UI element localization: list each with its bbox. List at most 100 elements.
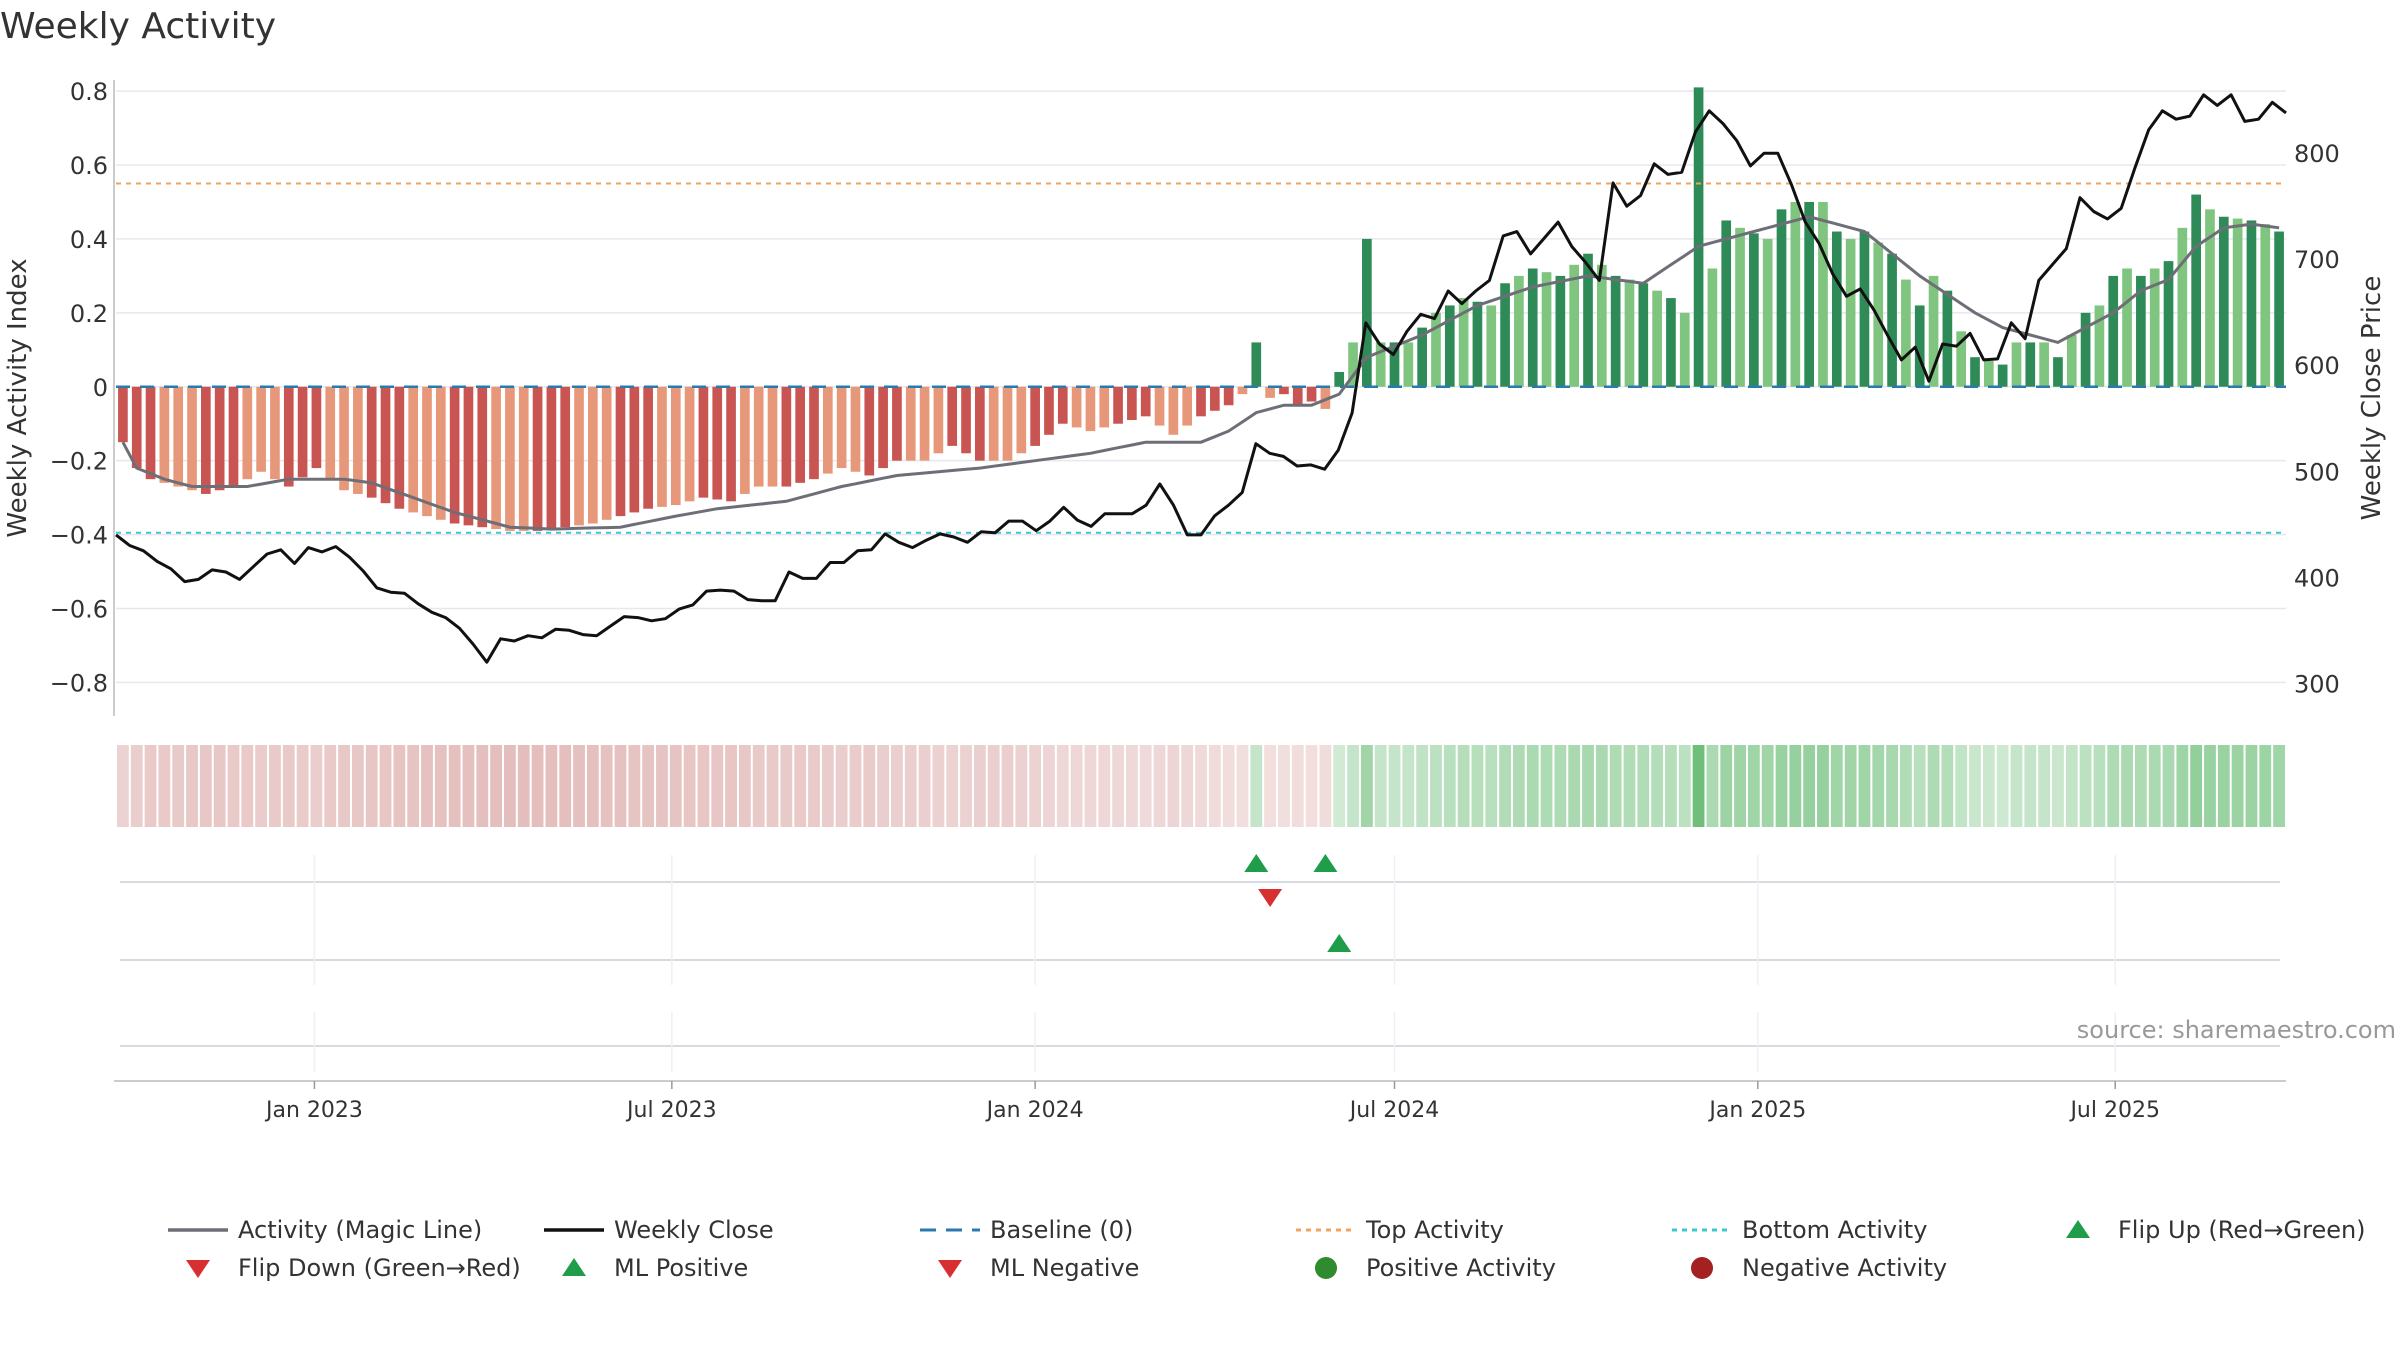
strip-cell bbox=[2052, 745, 2064, 827]
activity-bar bbox=[698, 386, 709, 498]
strip-cell bbox=[1333, 745, 1346, 827]
triangle-down-icon bbox=[186, 1260, 210, 1278]
strip-cell bbox=[1706, 745, 1719, 827]
strip-cell bbox=[932, 745, 945, 827]
strip-cell bbox=[421, 745, 433, 827]
strip-cell bbox=[1595, 745, 1608, 827]
activity-bar bbox=[449, 386, 460, 524]
strip-cell bbox=[1195, 745, 1207, 827]
activity-bar bbox=[2218, 216, 2229, 387]
activity-bar bbox=[2232, 218, 2243, 387]
activity-bar bbox=[1749, 233, 1759, 387]
activity-bar bbox=[1044, 386, 1054, 435]
activity-bar bbox=[1790, 201, 1801, 387]
activity-bar bbox=[2080, 312, 2091, 387]
activity-bar bbox=[1983, 360, 1994, 387]
strip-cell bbox=[2190, 745, 2203, 827]
activity-bar bbox=[353, 386, 363, 494]
strip-cell bbox=[172, 745, 185, 827]
activity-bar bbox=[1583, 253, 1593, 387]
strip-cell bbox=[1623, 745, 1636, 827]
y-right-tick-label: 300 bbox=[2294, 670, 2340, 698]
activity-bar bbox=[1292, 386, 1303, 406]
activity-bar bbox=[491, 386, 501, 530]
strip-cell bbox=[683, 745, 696, 827]
activity-bar bbox=[1500, 283, 1510, 387]
strip-cell bbox=[1678, 745, 1691, 827]
y-left-tick-label: −0.6 bbox=[50, 596, 108, 624]
x-tick-label: Jul 2023 bbox=[625, 1098, 717, 1123]
strip-cell bbox=[2217, 745, 2230, 827]
legend-label: Flip Down (Green→Red) bbox=[238, 1254, 521, 1282]
activity-bar bbox=[2149, 268, 2160, 387]
activity-bar bbox=[394, 386, 405, 509]
activity-bar bbox=[1804, 201, 1814, 387]
flip-up-marker bbox=[1244, 854, 1269, 872]
legend-label: Activity (Magic Line) bbox=[238, 1216, 482, 1244]
strip-cell bbox=[1208, 745, 1221, 827]
strip-cell bbox=[821, 745, 834, 827]
activity-bar bbox=[850, 386, 861, 472]
magic-line bbox=[121, 215, 2280, 531]
strip-cell bbox=[752, 745, 765, 827]
activity-bar bbox=[892, 386, 902, 461]
strip-cell bbox=[1153, 745, 1166, 827]
strip-cell bbox=[656, 745, 668, 827]
activity-bar bbox=[2066, 335, 2077, 387]
bars-layer bbox=[118, 87, 2284, 531]
strip-cell bbox=[1278, 745, 1290, 827]
legend-item: Weekly Close bbox=[544, 1216, 774, 1244]
activity-bar bbox=[1735, 227, 1745, 387]
legend-item: ML Negative bbox=[938, 1254, 1139, 1282]
strip-cell bbox=[1665, 745, 1677, 827]
legend-label: Weekly Close bbox=[614, 1216, 774, 1244]
activity-bar bbox=[1472, 301, 1483, 387]
activity-bar bbox=[1762, 238, 1773, 387]
strip-cell bbox=[1886, 745, 1898, 827]
strip-cell bbox=[1761, 745, 1774, 827]
activity-bar bbox=[201, 386, 211, 494]
activity-bar bbox=[1417, 327, 1427, 387]
activity-bar bbox=[1320, 386, 1331, 409]
strip-cell bbox=[1789, 745, 1802, 827]
activity-bar bbox=[1887, 253, 1897, 387]
strip-cell bbox=[1112, 745, 1124, 827]
activity-bar bbox=[601, 386, 612, 520]
activity-bar bbox=[1831, 231, 1842, 387]
strip-cell bbox=[586, 745, 599, 827]
activity-bar bbox=[1970, 357, 1980, 387]
activity-bar bbox=[988, 386, 999, 461]
activity-bar bbox=[975, 386, 985, 461]
strip-cell bbox=[1858, 745, 1871, 827]
strip-cell bbox=[1775, 745, 1788, 827]
strip-cell bbox=[1734, 745, 1746, 827]
source-label: source: sharemaestro.com bbox=[2077, 1016, 2396, 1044]
flip-up-marker bbox=[1313, 854, 1338, 872]
legend: Activity (Magic Line) Weekly Close Baselin… bbox=[168, 1216, 2366, 1282]
strip-cell bbox=[2010, 745, 2023, 827]
strip-cell bbox=[1222, 745, 1235, 827]
activity-bar bbox=[809, 386, 819, 480]
activity-bar bbox=[2163, 261, 2174, 387]
activity-bar bbox=[422, 386, 432, 517]
strip-cell bbox=[877, 745, 890, 827]
y-left-tick-label: −0.4 bbox=[50, 522, 108, 550]
strip-cell bbox=[117, 745, 129, 827]
activity-bar bbox=[214, 386, 225, 491]
y-left-tick-label: −0.2 bbox=[50, 448, 108, 476]
strip-cell bbox=[1167, 745, 1180, 827]
strip-cell bbox=[130, 745, 143, 827]
x-tick-label: Jan 2024 bbox=[985, 1098, 1084, 1123]
x-tick-label: Jul 2025 bbox=[2068, 1098, 2160, 1123]
activity-bar bbox=[961, 386, 971, 454]
activity-bar bbox=[588, 386, 598, 524]
activity-bar bbox=[905, 386, 916, 461]
strip-cell bbox=[1291, 745, 1304, 827]
strip-cell bbox=[255, 745, 268, 827]
activity-bar bbox=[366, 386, 377, 498]
strip-cell bbox=[144, 745, 157, 827]
activity-bar bbox=[1389, 342, 1400, 387]
activity-bar bbox=[1679, 312, 1690, 387]
strip-cell bbox=[1996, 745, 2009, 827]
